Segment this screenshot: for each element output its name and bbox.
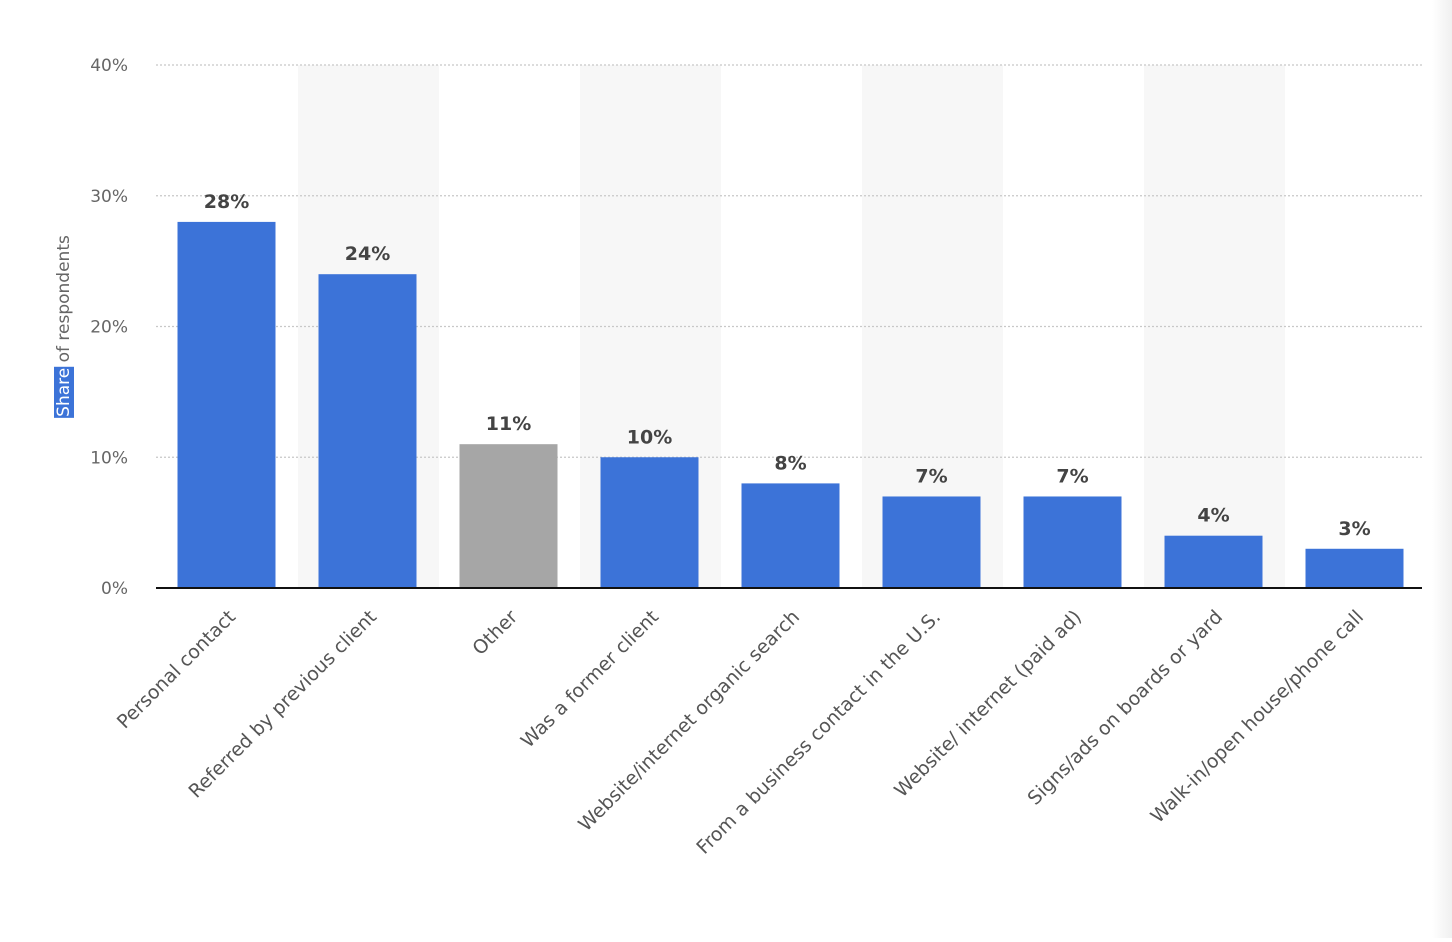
- y-tick-label: 10%: [90, 448, 128, 468]
- bar: [1305, 548, 1404, 588]
- value-label: 4%: [1197, 505, 1229, 527]
- y-tick-label: 40%: [90, 56, 128, 76]
- value-labels: 28% 24% 11% 10% 8% 7% 7% 4% 3%: [204, 191, 1371, 540]
- y-tick-label: 30%: [90, 187, 128, 207]
- y-axis-label: Share of respondents: [54, 235, 74, 418]
- bars: [177, 221, 1404, 588]
- bar: [882, 496, 981, 588]
- y-tick-label: 0%: [101, 579, 128, 599]
- value-label: 24%: [345, 243, 390, 265]
- gridlines: [156, 64, 1422, 458]
- bar: [1023, 496, 1122, 588]
- bar: [741, 483, 840, 588]
- y-tick-label: 20%: [90, 318, 128, 338]
- y-axis-label-highlighted-word: Share: [54, 368, 74, 417]
- value-label: 11%: [486, 413, 531, 435]
- x-tick-label: Website/internet organic search: [574, 606, 804, 836]
- value-label: 10%: [627, 426, 672, 448]
- value-label: 8%: [774, 452, 806, 474]
- y-axis-label-text: Share of respondents: [54, 235, 74, 417]
- value-label: 7%: [1056, 465, 1088, 487]
- bar: [177, 221, 276, 588]
- bar: [459, 444, 558, 588]
- bar: [318, 274, 417, 588]
- bar: [600, 457, 699, 588]
- x-tick-label: From a business contact in the U.S.: [692, 606, 945, 859]
- bar: [1164, 535, 1263, 588]
- y-axis-ticks: 0% 10% 20% 30% 40%: [90, 56, 128, 599]
- x-tick-label: Personal contact: [113, 606, 240, 733]
- x-tick-label: Was a former client: [517, 606, 663, 752]
- y-axis-label-rest: of respondents: [54, 235, 74, 368]
- right-edge-shadow: [1432, 0, 1452, 938]
- x-tick-label: Other: [468, 606, 522, 660]
- value-label: 7%: [915, 465, 947, 487]
- y-axis-label-highlight: [54, 366, 74, 418]
- value-label: 3%: [1338, 518, 1370, 540]
- value-label: 28%: [204, 191, 249, 213]
